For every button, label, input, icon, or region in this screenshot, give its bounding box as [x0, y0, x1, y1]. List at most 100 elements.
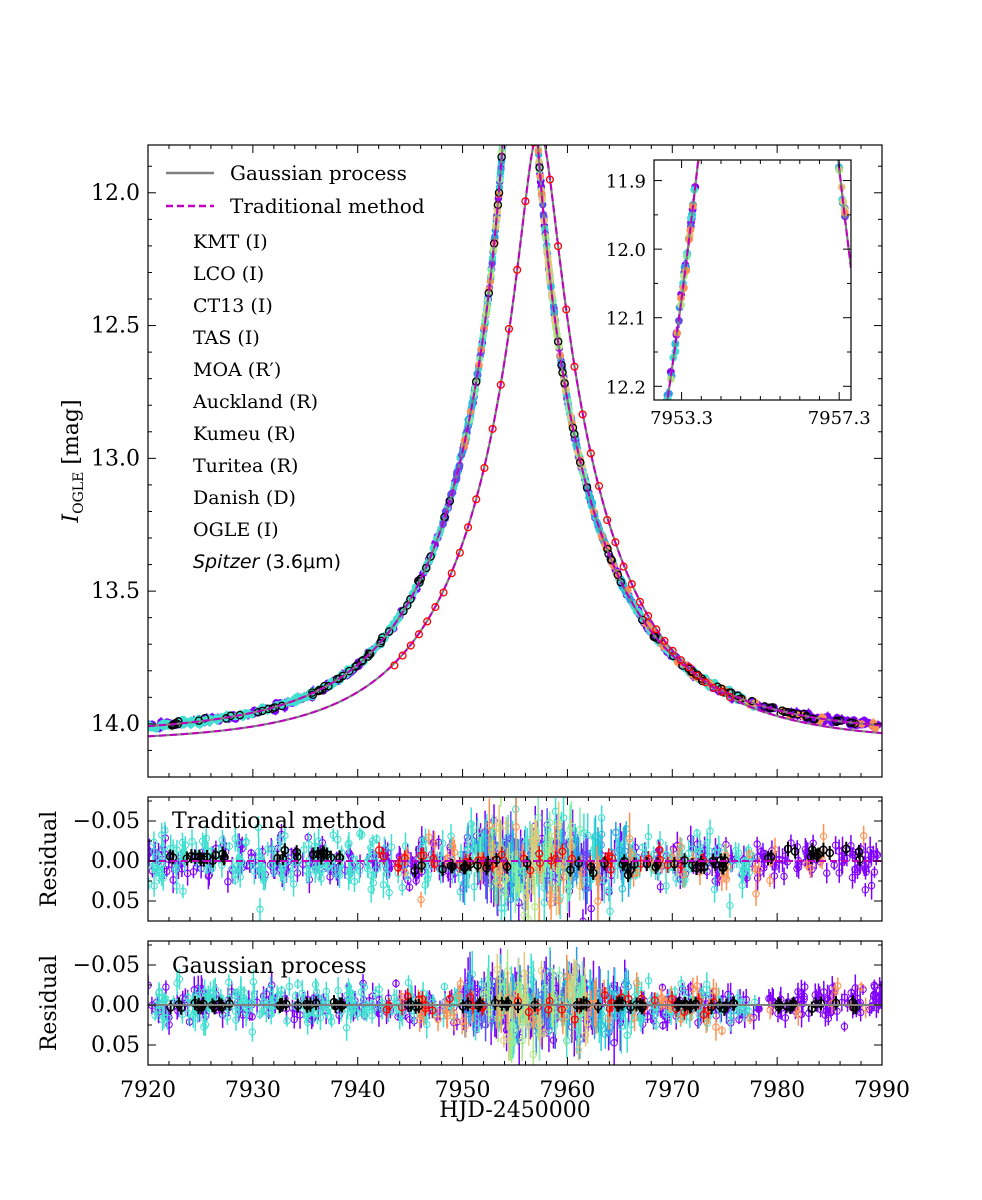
inset-point	[825, 60, 832, 67]
inset-point	[830, 110, 837, 117]
ogle-point	[416, 574, 425, 583]
residual-point	[662, 882, 670, 890]
residual-point	[732, 855, 741, 864]
legend-spitzer: Spitzer (3.6μm)	[193, 551, 341, 573]
inset-gp-curve	[666, 160, 851, 400]
data-point	[532, 107, 538, 113]
data-point	[533, 125, 539, 131]
residual-point	[334, 835, 342, 844]
residual-point	[726, 901, 734, 910]
spitzer-point	[619, 562, 628, 571]
residual-point	[780, 872, 788, 881]
residual-point	[398, 884, 406, 892]
inset-point	[703, 79, 710, 86]
spitzer-point	[488, 424, 497, 433]
residual-point	[289, 880, 298, 888]
main-y-axis-label: IOGLE [mag]	[59, 399, 87, 523]
legend-lco: LCO (I)	[193, 263, 264, 285]
residual-point	[866, 846, 874, 854]
residual-point	[363, 859, 371, 867]
residual-point	[268, 846, 277, 854]
residual-point	[705, 847, 714, 855]
inset-point	[702, 94, 709, 101]
data-point	[534, 132, 540, 138]
data-point	[530, 66, 536, 72]
spitzer-point	[684, 663, 694, 672]
residual-point	[328, 859, 336, 867]
spitzer-point	[406, 641, 415, 650]
residual-point	[368, 837, 377, 845]
residual-point	[350, 877, 359, 886]
data-point	[531, 88, 537, 94]
data-point	[531, 80, 537, 86]
residual-point	[348, 855, 357, 863]
spitzer-point	[717, 687, 726, 696]
residual-point	[587, 904, 595, 913]
spitzer-point	[554, 242, 563, 251]
residual-point	[753, 840, 761, 848]
ogle-point	[650, 633, 660, 642]
ogle-point	[357, 656, 367, 666]
ogle-point	[638, 615, 647, 625]
residual-traditional-points	[148, 797, 882, 921]
ogle-point	[406, 594, 415, 604]
spitzer-point	[398, 651, 407, 660]
inset-point	[703, 80, 710, 87]
data-point	[526, 3, 532, 9]
data-point	[532, 101, 538, 107]
residual-point	[669, 845, 678, 853]
residual-point	[247, 858, 255, 867]
residual-point	[344, 841, 352, 849]
residual-point	[383, 870, 392, 878]
inset-point	[826, 67, 833, 74]
y-tick-label: 14.0	[91, 712, 140, 737]
data-point	[530, 69, 536, 75]
y-tick-label: 13.0	[91, 446, 140, 471]
spitzer-point	[701, 678, 710, 687]
inset-point	[708, 23, 715, 30]
data-point	[504, 74, 510, 80]
ogle-point	[352, 661, 361, 670]
inset-point	[705, 65, 712, 72]
residual-point	[706, 827, 714, 835]
ogle-point	[358, 656, 368, 665]
ogle-point	[338, 671, 348, 681]
data-point	[507, 19, 513, 25]
inset-point	[705, 59, 712, 66]
legend-ogle: OGLE (I)	[193, 519, 279, 541]
residual-point	[387, 843, 396, 851]
residual-point	[155, 853, 163, 861]
residual-point	[500, 904, 509, 912]
data-point	[506, 30, 512, 36]
residual-point	[678, 878, 687, 886]
data-point	[500, 131, 506, 137]
legend-turitea: Turitea (R)	[193, 455, 298, 477]
data-point	[528, 38, 534, 44]
residual-point	[188, 837, 196, 846]
legend-danish: Danish (D)	[193, 487, 296, 509]
inset-point	[659, 435, 666, 442]
spitzer-point	[652, 625, 661, 634]
residual-point	[710, 885, 719, 894]
inset-point	[702, 94, 709, 101]
legend-auckland: Auckland (R)	[192, 391, 318, 413]
y-tick-label: 12.5	[91, 314, 140, 339]
spitzer-point	[570, 362, 579, 371]
legend-tas: TAS (I)	[193, 327, 260, 349]
spitzer-point	[480, 463, 489, 473]
residual-point	[861, 886, 869, 894]
ogle-point	[399, 606, 408, 616]
ogle-point	[415, 578, 424, 587]
residual-point	[696, 842, 704, 851]
main-ticks: 12.0 12.5 13.0 13.5 14.0	[91, 145, 883, 778]
y-tick-label: 12.2	[606, 377, 646, 398]
ogle-point	[426, 552, 435, 561]
residual-point	[851, 865, 859, 874]
residual-point	[246, 862, 254, 870]
residual-point	[835, 869, 843, 877]
ogle-point	[351, 662, 360, 672]
residual-point	[687, 834, 695, 843]
data-point	[534, 131, 540, 137]
spitzer-point	[513, 265, 522, 274]
y-tick-label: 12.0	[91, 181, 140, 206]
